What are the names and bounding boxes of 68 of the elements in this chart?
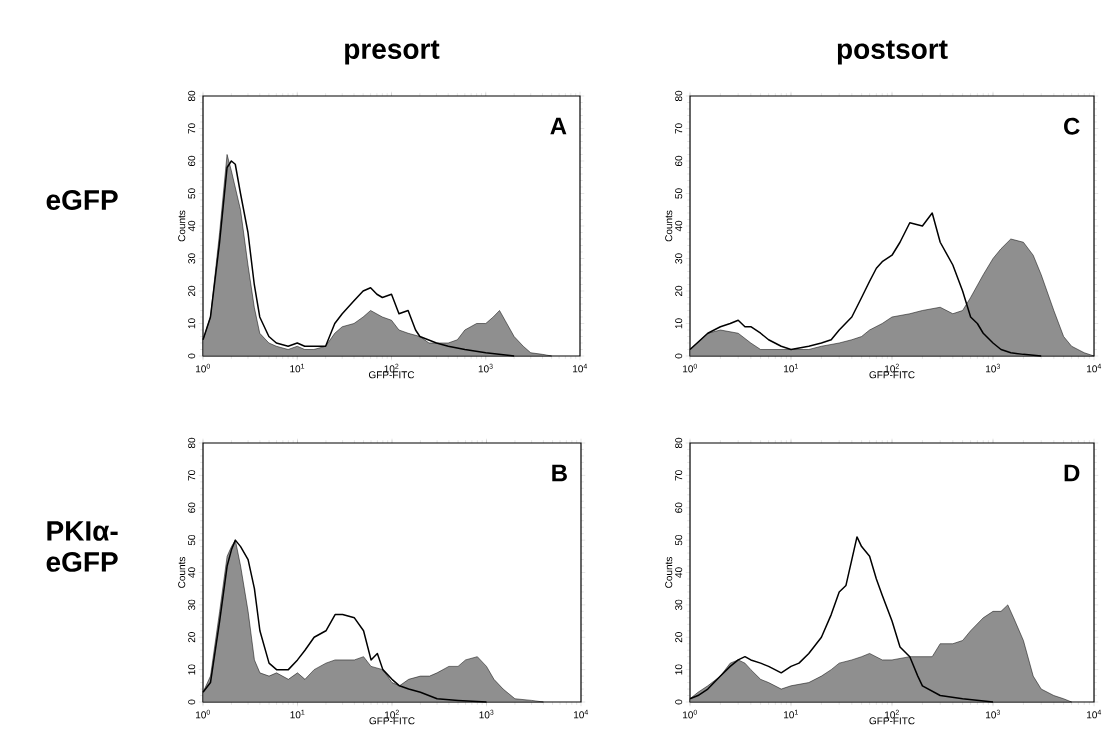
y-tick-label: 30 xyxy=(675,253,683,264)
y-tick-label: 20 xyxy=(188,285,196,297)
y-tick-label: 50 xyxy=(675,188,683,199)
x-tick-label: 10$^{3}$ xyxy=(986,709,1000,719)
y-tick-label: 40 xyxy=(188,220,196,232)
y-tick-label: 80 xyxy=(188,90,196,102)
chart-title: postsort xyxy=(837,40,948,65)
text: eGFP xyxy=(46,190,118,210)
y-tick-label: 30 xyxy=(188,253,196,264)
x-axis-title: GFP-FITC xyxy=(869,371,915,379)
y-tick-label: 10 xyxy=(675,664,683,675)
x-tick-label: 10$^{3}$ xyxy=(478,363,493,373)
y-tick-label: 20 xyxy=(188,632,196,643)
y-axis-title: Counts xyxy=(178,557,186,588)
y-tick-label: 50 xyxy=(188,188,196,199)
x-tick-label: 10$^{1}$ xyxy=(290,363,305,373)
y-tick-label: 40 xyxy=(675,220,683,232)
x-tick-label: 10$^{4}$ xyxy=(574,709,589,719)
y-tick-label: 30 xyxy=(675,599,683,611)
y-tick-label: 80 xyxy=(188,437,196,449)
y-tick-label: 70 xyxy=(188,470,196,481)
y-tick-label: 10 xyxy=(188,664,196,675)
text: PKIα-eGFP xyxy=(46,521,118,572)
x-tick-label: 10$^{4}$ xyxy=(573,363,588,373)
x-tick-label: 10$^{3}$ xyxy=(479,709,494,719)
y-axis-title: Counts xyxy=(665,557,673,588)
y-tick-label: 50 xyxy=(188,534,196,546)
x-tick-label: 10$^{1}$ xyxy=(784,709,798,719)
x-tick-label: 10$^{1}$ xyxy=(290,709,305,719)
y-tick-label: 10 xyxy=(675,318,683,329)
y-tick-label: 70 xyxy=(675,123,683,134)
y-tick-label: 80 xyxy=(675,90,683,102)
x-tick-label: 10$^{0}$ xyxy=(683,709,697,719)
x-axis-title: GFP-FITC xyxy=(369,717,415,725)
x-tick-label: 10$^{4}$ xyxy=(1087,709,1102,719)
y-tick-label: 10 xyxy=(188,318,196,329)
y-tick-label: 60 xyxy=(188,502,196,513)
y-tick-label: 0 xyxy=(188,699,196,705)
y-tick-label: 20 xyxy=(675,632,683,643)
y-tick-label: 50 xyxy=(675,534,683,546)
y-axis-title: Counts xyxy=(178,210,186,242)
annotation: A xyxy=(550,117,567,135)
y-tick-label: 60 xyxy=(188,155,196,167)
annotation: C xyxy=(1064,117,1080,135)
y-tick-label: 80 xyxy=(675,437,683,449)
x-tick-label: 10$^{0}$ xyxy=(196,709,210,719)
y-tick-label: 0 xyxy=(675,353,683,359)
y-tick-label: 40 xyxy=(675,567,683,578)
x-tick-label: 10$^{4}$ xyxy=(1087,363,1102,373)
x-tick-label: 10$^{3}$ xyxy=(986,363,1000,373)
annotation: B xyxy=(552,464,567,482)
y-tick-label: 30 xyxy=(188,599,196,611)
y-axis-title: Counts xyxy=(665,210,673,242)
x-tick-label: 10$^{0}$ xyxy=(683,363,697,373)
x-axis-title: GFP-FITC xyxy=(368,371,415,379)
x-tick-label: 10$^{1}$ xyxy=(784,363,798,373)
x-axis-title: GFP-FITC xyxy=(869,717,915,725)
y-tick-label: 60 xyxy=(675,155,683,167)
y-tick-label: 0 xyxy=(188,353,196,359)
y-tick-label: 0 xyxy=(675,699,683,705)
y-tick-label: 20 xyxy=(675,285,683,297)
chart-title: presort xyxy=(345,40,440,65)
x-tick-label: 10$^{0}$ xyxy=(196,363,210,373)
y-tick-label: 70 xyxy=(675,470,683,481)
y-tick-label: 40 xyxy=(188,567,196,578)
y-tick-label: 70 xyxy=(188,123,196,134)
annotation: D xyxy=(1064,464,1080,482)
y-tick-label: 60 xyxy=(675,502,683,513)
